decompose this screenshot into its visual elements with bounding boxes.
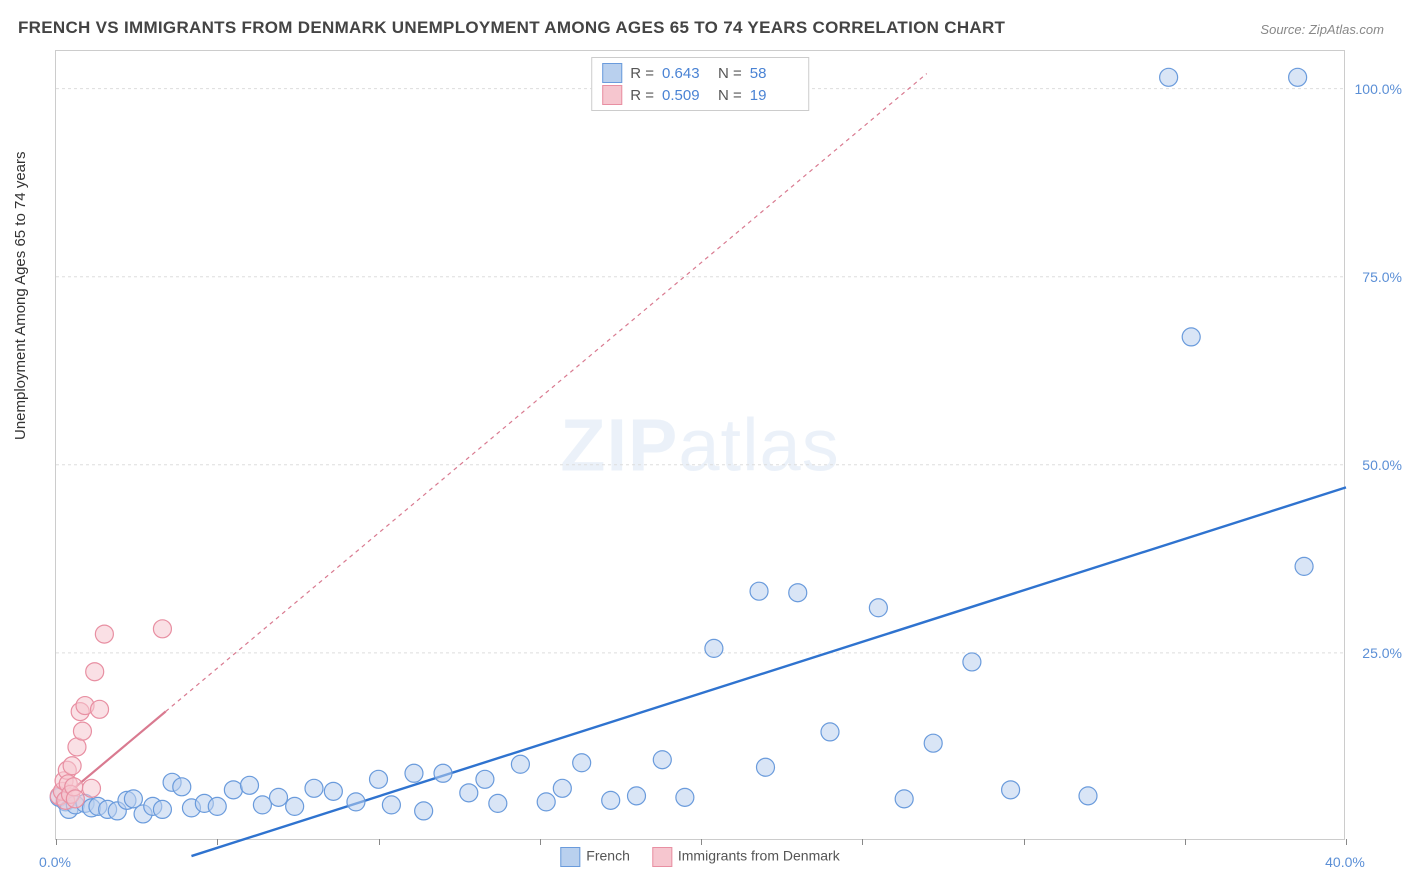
data-point [757, 758, 775, 776]
chart-title: FRENCH VS IMMIGRANTS FROM DENMARK UNEMPL… [18, 18, 1005, 38]
data-point [653, 751, 671, 769]
data-point [370, 770, 388, 788]
legend-r-value: 0.509 [662, 87, 710, 104]
data-point [324, 782, 342, 800]
y-tick-label: 25.0% [1362, 645, 1402, 661]
data-point [305, 779, 323, 797]
data-point [224, 781, 242, 799]
data-point [66, 790, 84, 808]
data-point [253, 796, 271, 814]
data-point [73, 722, 91, 740]
data-point [1289, 68, 1307, 86]
legend-n-label: N = [718, 87, 742, 104]
legend-swatch [652, 847, 672, 867]
legend-series-item: Immigrants from Denmark [652, 847, 840, 867]
data-point [1079, 787, 1097, 805]
data-point [460, 784, 478, 802]
data-point [869, 599, 887, 617]
data-point [553, 779, 571, 797]
data-point [382, 796, 400, 814]
data-point [208, 797, 226, 815]
data-point [270, 788, 288, 806]
legend-r-label: R = [630, 65, 654, 82]
legend-series-label: Immigrants from Denmark [678, 848, 840, 864]
x-tick-label: 0.0% [39, 854, 71, 870]
data-point [173, 778, 191, 796]
data-point [476, 770, 494, 788]
legend-n-value: 58 [750, 65, 798, 82]
x-tick [1024, 839, 1025, 845]
chart-plot-area: ZIPatlas R =0.643N =58R =0.509N =19 Fren… [55, 50, 1345, 840]
data-point [241, 776, 259, 794]
legend-r-value: 0.643 [662, 65, 710, 82]
data-point [63, 757, 81, 775]
data-point [750, 582, 768, 600]
source-value: ZipAtlas.com [1309, 22, 1384, 37]
data-point [86, 663, 104, 681]
data-point [537, 793, 555, 811]
regression-line-dashed [166, 74, 927, 712]
source-attribution: Source: ZipAtlas.com [1260, 22, 1384, 37]
data-point [95, 625, 113, 643]
x-tick [56, 839, 57, 845]
data-point [924, 734, 942, 752]
x-tick [379, 839, 380, 845]
data-point [602, 791, 620, 809]
legend-correlation-box: R = 0.643 N = 58 R = 0.509 N = 19 [591, 57, 809, 111]
data-point [347, 793, 365, 811]
legend-series-item: French [560, 847, 630, 867]
data-point [1002, 781, 1020, 799]
y-tick-label: 75.0% [1362, 269, 1402, 285]
legend-series-label: French [586, 848, 630, 864]
data-point [1295, 557, 1313, 575]
legend-swatch [602, 85, 622, 105]
x-tick [540, 839, 541, 845]
data-point [82, 779, 100, 797]
legend-stat-row: R = 0.509 N = 19 [602, 84, 798, 106]
legend-stat-row: R = 0.643 N = 58 [602, 62, 798, 84]
data-point [286, 797, 304, 815]
source-label: Source: [1260, 22, 1305, 37]
scatter-svg [56, 51, 1344, 839]
y-tick-label: 100.0% [1355, 81, 1402, 97]
data-point [415, 802, 433, 820]
data-point [489, 794, 507, 812]
legend-swatch [602, 63, 622, 83]
data-point [789, 584, 807, 602]
x-tick [701, 839, 702, 845]
data-point [628, 787, 646, 805]
data-point [705, 639, 723, 657]
data-point [405, 764, 423, 782]
x-tick [862, 839, 863, 845]
x-tick [1346, 839, 1347, 845]
x-tick [217, 839, 218, 845]
data-point [434, 764, 452, 782]
data-point [676, 788, 694, 806]
data-point [1182, 328, 1200, 346]
legend-swatch [560, 847, 580, 867]
x-tick [1185, 839, 1186, 845]
legend-n-value: 19 [750, 87, 798, 104]
data-point [963, 653, 981, 671]
data-point [153, 620, 171, 638]
data-point [1160, 68, 1178, 86]
data-point [821, 723, 839, 741]
data-point [573, 754, 591, 772]
data-point [153, 800, 171, 818]
y-tick-label: 50.0% [1362, 457, 1402, 473]
y-axis-label: Unemployment Among Ages 65 to 74 years [12, 151, 29, 440]
legend-series: French Immigrants from Denmark [560, 847, 839, 867]
data-point [895, 790, 913, 808]
data-point [511, 755, 529, 773]
legend-r-label: R = [630, 87, 654, 104]
x-tick-label: 40.0% [1325, 854, 1365, 870]
data-point [91, 700, 109, 718]
legend-n-label: N = [718, 65, 742, 82]
